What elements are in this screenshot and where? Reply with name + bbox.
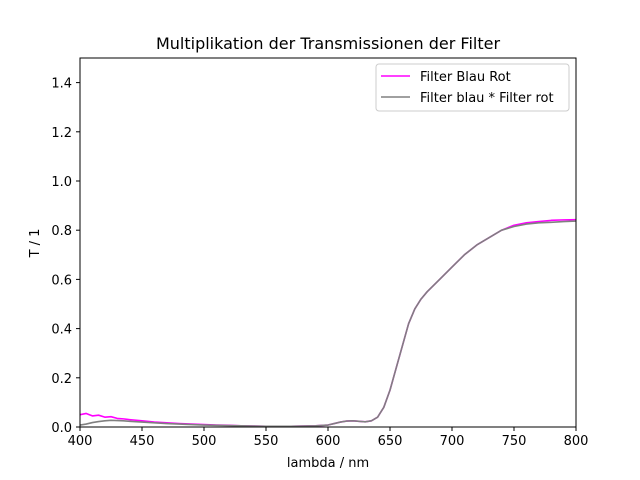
x-tick-label: 800 xyxy=(564,434,589,449)
x-tick-label: 750 xyxy=(502,434,527,449)
x-axis-label: lambda / nm xyxy=(287,456,369,471)
x-tick-label: 600 xyxy=(316,434,341,449)
y-tick-label: 0.4 xyxy=(51,323,72,338)
legend-box xyxy=(375,63,570,112)
y-tick-label: 0.6 xyxy=(51,273,72,288)
y-tick-label: 0.8 xyxy=(51,224,72,239)
x-tick-label: 400 xyxy=(68,434,93,449)
x-tick-label: 650 xyxy=(378,434,403,449)
series-line-2 xyxy=(80,220,576,427)
y-tick-label: 0.0 xyxy=(51,421,72,436)
chart-title: Multiplikation der Transmissionen der Fi… xyxy=(156,34,500,53)
y-axis-label: T / 1 xyxy=(28,229,43,259)
x-tick-label: 500 xyxy=(192,434,217,449)
y-tick-label: 1.2 xyxy=(51,126,72,141)
y-tick-label: 1.4 xyxy=(51,77,72,92)
x-tick-label: 450 xyxy=(130,434,155,449)
legend: Filter Blau Rot Filter blau * Filter rot xyxy=(375,63,570,112)
x-tick-label: 700 xyxy=(440,434,465,449)
y-tick-label: 0.2 xyxy=(51,372,72,387)
legend-label-2: Filter blau * Filter rot xyxy=(420,91,554,106)
plot-area xyxy=(80,218,576,427)
axes: 400 450 500 550 600 650 700 750 800 0.0 0.2 0.4 0.6 0… xyxy=(51,57,589,449)
y-tick-label: 1.0 xyxy=(51,175,72,190)
legend-label-1: Filter Blau Rot xyxy=(420,70,511,85)
x-tick-label: 550 xyxy=(254,434,279,449)
